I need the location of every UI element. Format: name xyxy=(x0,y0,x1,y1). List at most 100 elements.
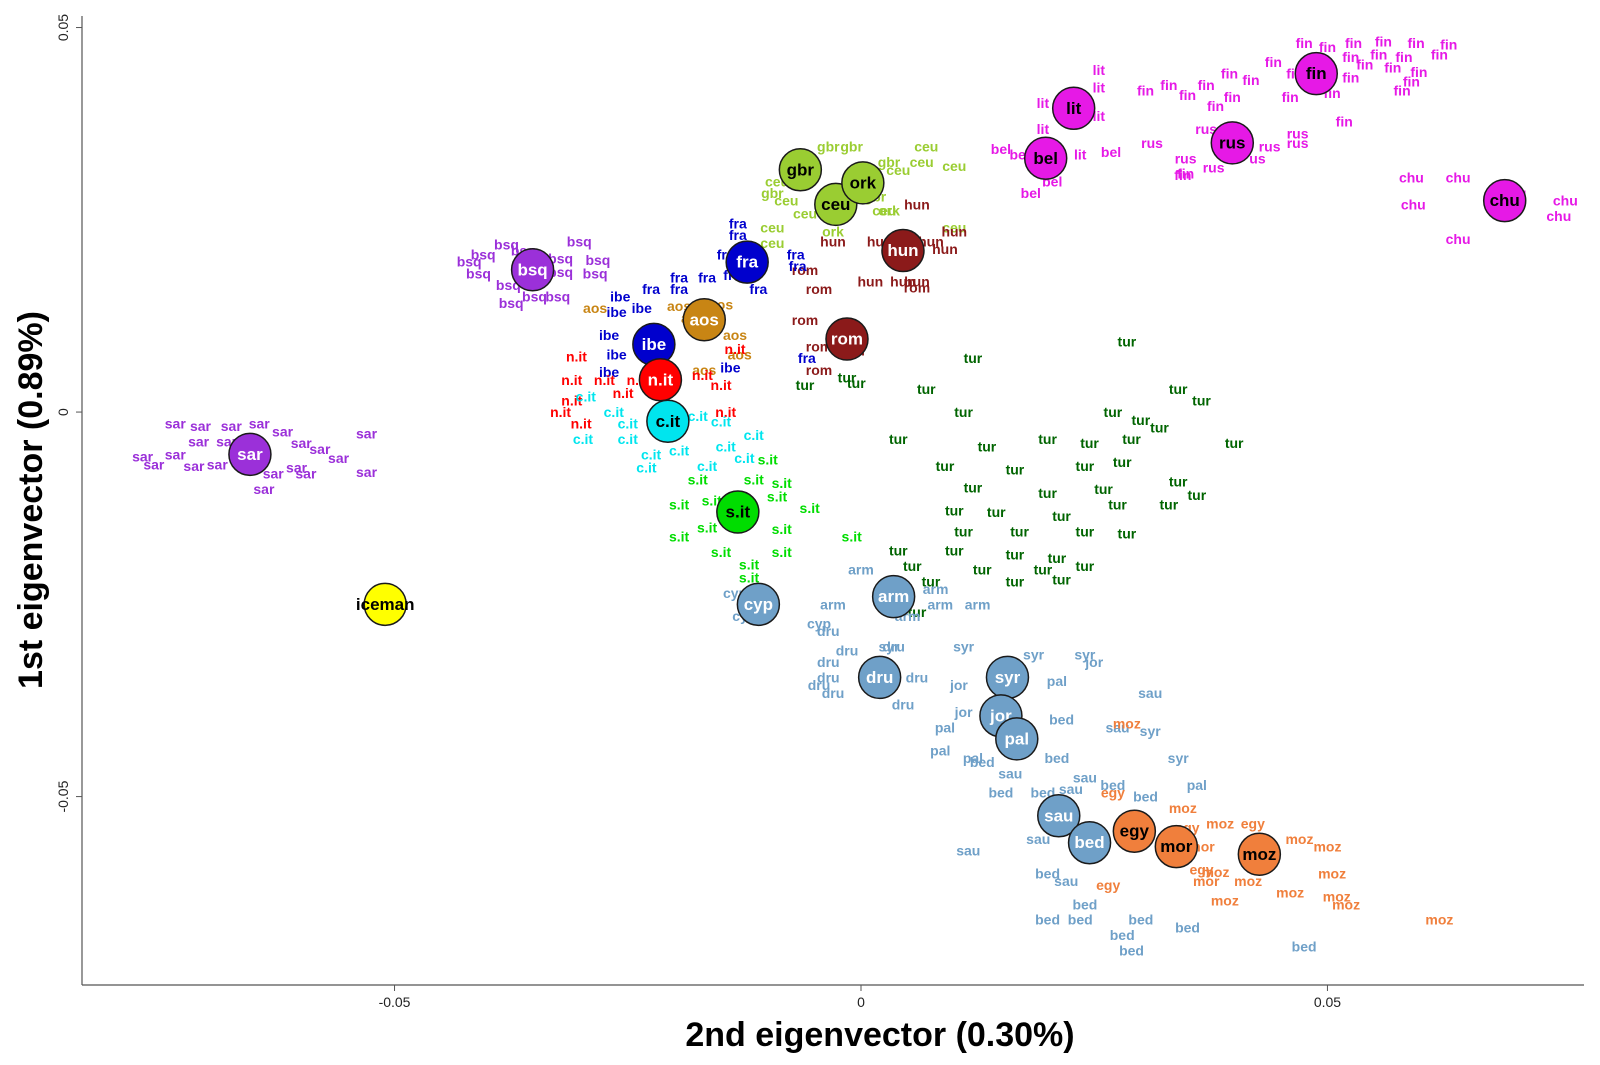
sample-point-hun: hun xyxy=(932,241,958,257)
y-tick-label: 0 xyxy=(55,408,71,416)
sample-point-cit: c.it xyxy=(641,446,662,462)
sample-point-arm: arm xyxy=(820,596,846,612)
sample-point-gbr: gbr xyxy=(840,139,863,155)
sample-point-lit: lit xyxy=(1074,146,1087,162)
sample-point-sar: sar xyxy=(249,416,271,432)
sample-point-ibe: ibe xyxy=(720,359,740,375)
sample-point-sit: s.it xyxy=(669,496,690,512)
sample-point-syr: syr xyxy=(1023,646,1045,662)
sample-point-bed: bed xyxy=(970,754,995,770)
centroid-label: gbr xyxy=(787,160,815,179)
sample-point-tur: tur xyxy=(847,375,866,391)
sample-point-bsq: bsq xyxy=(494,236,519,252)
sample-point-fin: fin xyxy=(1356,56,1373,72)
sample-point-tur: tur xyxy=(1094,481,1113,497)
sample-point-tur: tur xyxy=(1006,462,1025,478)
sample-point-ibe: ibe xyxy=(632,300,652,316)
sample-point-dru: dru xyxy=(822,685,845,701)
sample-point-sit: s.it xyxy=(758,452,779,468)
sample-point-cit: c.it xyxy=(711,413,732,429)
sample-point-tur: tur xyxy=(1113,454,1132,470)
sample-point-ceu: ceu xyxy=(914,139,938,155)
centroid-bsq: bsq xyxy=(510,248,555,292)
sample-point-bed: bed xyxy=(1100,777,1125,793)
sample-point-sar: sar xyxy=(291,435,313,451)
sample-point-sau: sau xyxy=(1138,685,1162,701)
sample-point-sit: s.it xyxy=(702,493,723,509)
centroid-label: n.it xyxy=(648,370,674,389)
sample-point-dru: dru xyxy=(836,642,859,658)
sample-point-syr: syr xyxy=(1168,750,1190,766)
sample-point-ibe: ibe xyxy=(599,327,619,343)
sample-point-hun: hun xyxy=(941,223,967,239)
sample-point-pal: pal xyxy=(930,742,950,758)
sample-point-ceu: ceu xyxy=(774,193,798,209)
sample-point-fin: fin xyxy=(1319,39,1336,55)
sample-point-fin: fin xyxy=(1207,98,1224,114)
sample-point-nit: n.it xyxy=(613,385,634,401)
sample-point-moz: moz xyxy=(1169,800,1197,816)
tick-group: -0.05 0 0.05 -0.05 0 0.05 xyxy=(55,14,1341,1010)
sample-point-moz: moz xyxy=(1234,873,1262,889)
centroid-moz: moz xyxy=(1237,832,1282,877)
centroid-marker xyxy=(1154,824,1199,869)
sample-point-bsq: bsq xyxy=(585,252,610,268)
centroid-marker xyxy=(638,358,683,402)
sample-point-fin: fin xyxy=(1342,49,1359,65)
sample-point-cit: c.it xyxy=(697,458,718,474)
sample-point-dru: dru xyxy=(882,639,905,655)
sample-point-ibe: ibe xyxy=(606,304,626,320)
sample-point-tur: tur xyxy=(1160,496,1179,512)
sample-point-ork: ork xyxy=(878,203,900,219)
centroid-marker xyxy=(881,228,925,273)
centroid-arm: arm xyxy=(871,574,916,619)
sample-point-fra: fra xyxy=(798,350,816,366)
sample-point-sar: sar xyxy=(165,446,187,462)
sample-point-sit: s.it xyxy=(800,500,821,516)
sample-point-nit: n.it xyxy=(561,393,582,409)
x-tick-label: 0 xyxy=(857,994,865,1010)
sample-point-tur: tur xyxy=(1010,523,1029,539)
sample-point-bed: bed xyxy=(1110,927,1135,943)
sample-point-moz: moz xyxy=(1211,892,1239,908)
sample-point-sar: sar xyxy=(286,459,308,475)
sample-point-jor: jor xyxy=(949,677,968,693)
sample-point-ceu: ceu xyxy=(793,206,817,222)
centroid-ibe: ibe xyxy=(632,322,676,367)
centroid-mor: mor xyxy=(1154,824,1199,869)
sample-point-tur: tur xyxy=(1225,435,1244,451)
centroid-marker xyxy=(682,298,727,342)
centroid-label: s.it xyxy=(726,503,751,522)
centroid-label: ork xyxy=(850,173,877,192)
sample-point-ceu: ceu xyxy=(872,203,896,219)
sample-point-moz: moz xyxy=(1313,839,1341,855)
centroid-label: fra xyxy=(736,253,758,272)
sample-point-bel: bel xyxy=(1101,144,1121,160)
sample-point-rom: rom xyxy=(792,262,818,278)
sample-point-ibe: ibe xyxy=(610,289,630,305)
centroid-marker xyxy=(1210,121,1255,165)
sample-point-ibe: ibe xyxy=(606,346,626,362)
centroid-marker xyxy=(1037,794,1081,838)
sample-point-bsq: bsq xyxy=(471,246,496,262)
sample-point-dru: dru xyxy=(808,677,831,693)
sample-point-nit: n.it xyxy=(715,404,736,420)
sample-point-fin: fin xyxy=(1160,77,1177,93)
sample-point-hun: hun xyxy=(890,273,916,289)
centroid-marker xyxy=(716,490,760,534)
sample-point-sit: s.it xyxy=(697,519,718,535)
sample-point-lit: lit xyxy=(1037,121,1050,137)
sample-point-moz: moz xyxy=(1113,716,1141,732)
sample-point-fin: fin xyxy=(1403,73,1420,89)
sample-point-sar: sar xyxy=(309,441,331,457)
sample-point-tur: tur xyxy=(1169,381,1188,397)
sample-point-pal: pal xyxy=(963,750,983,766)
sample-point-syr: syr xyxy=(953,639,975,655)
sample-point-mor: mor xyxy=(1193,873,1220,889)
sample-point-rom: rom xyxy=(806,281,832,297)
sample-point-sit: s.it xyxy=(711,544,732,560)
sample-point-cit: c.it xyxy=(688,408,709,424)
sample-point-cit: c.it xyxy=(604,404,625,420)
sample-point-tur: tur xyxy=(1118,333,1137,349)
sample-point-egy: egy xyxy=(1096,877,1120,893)
